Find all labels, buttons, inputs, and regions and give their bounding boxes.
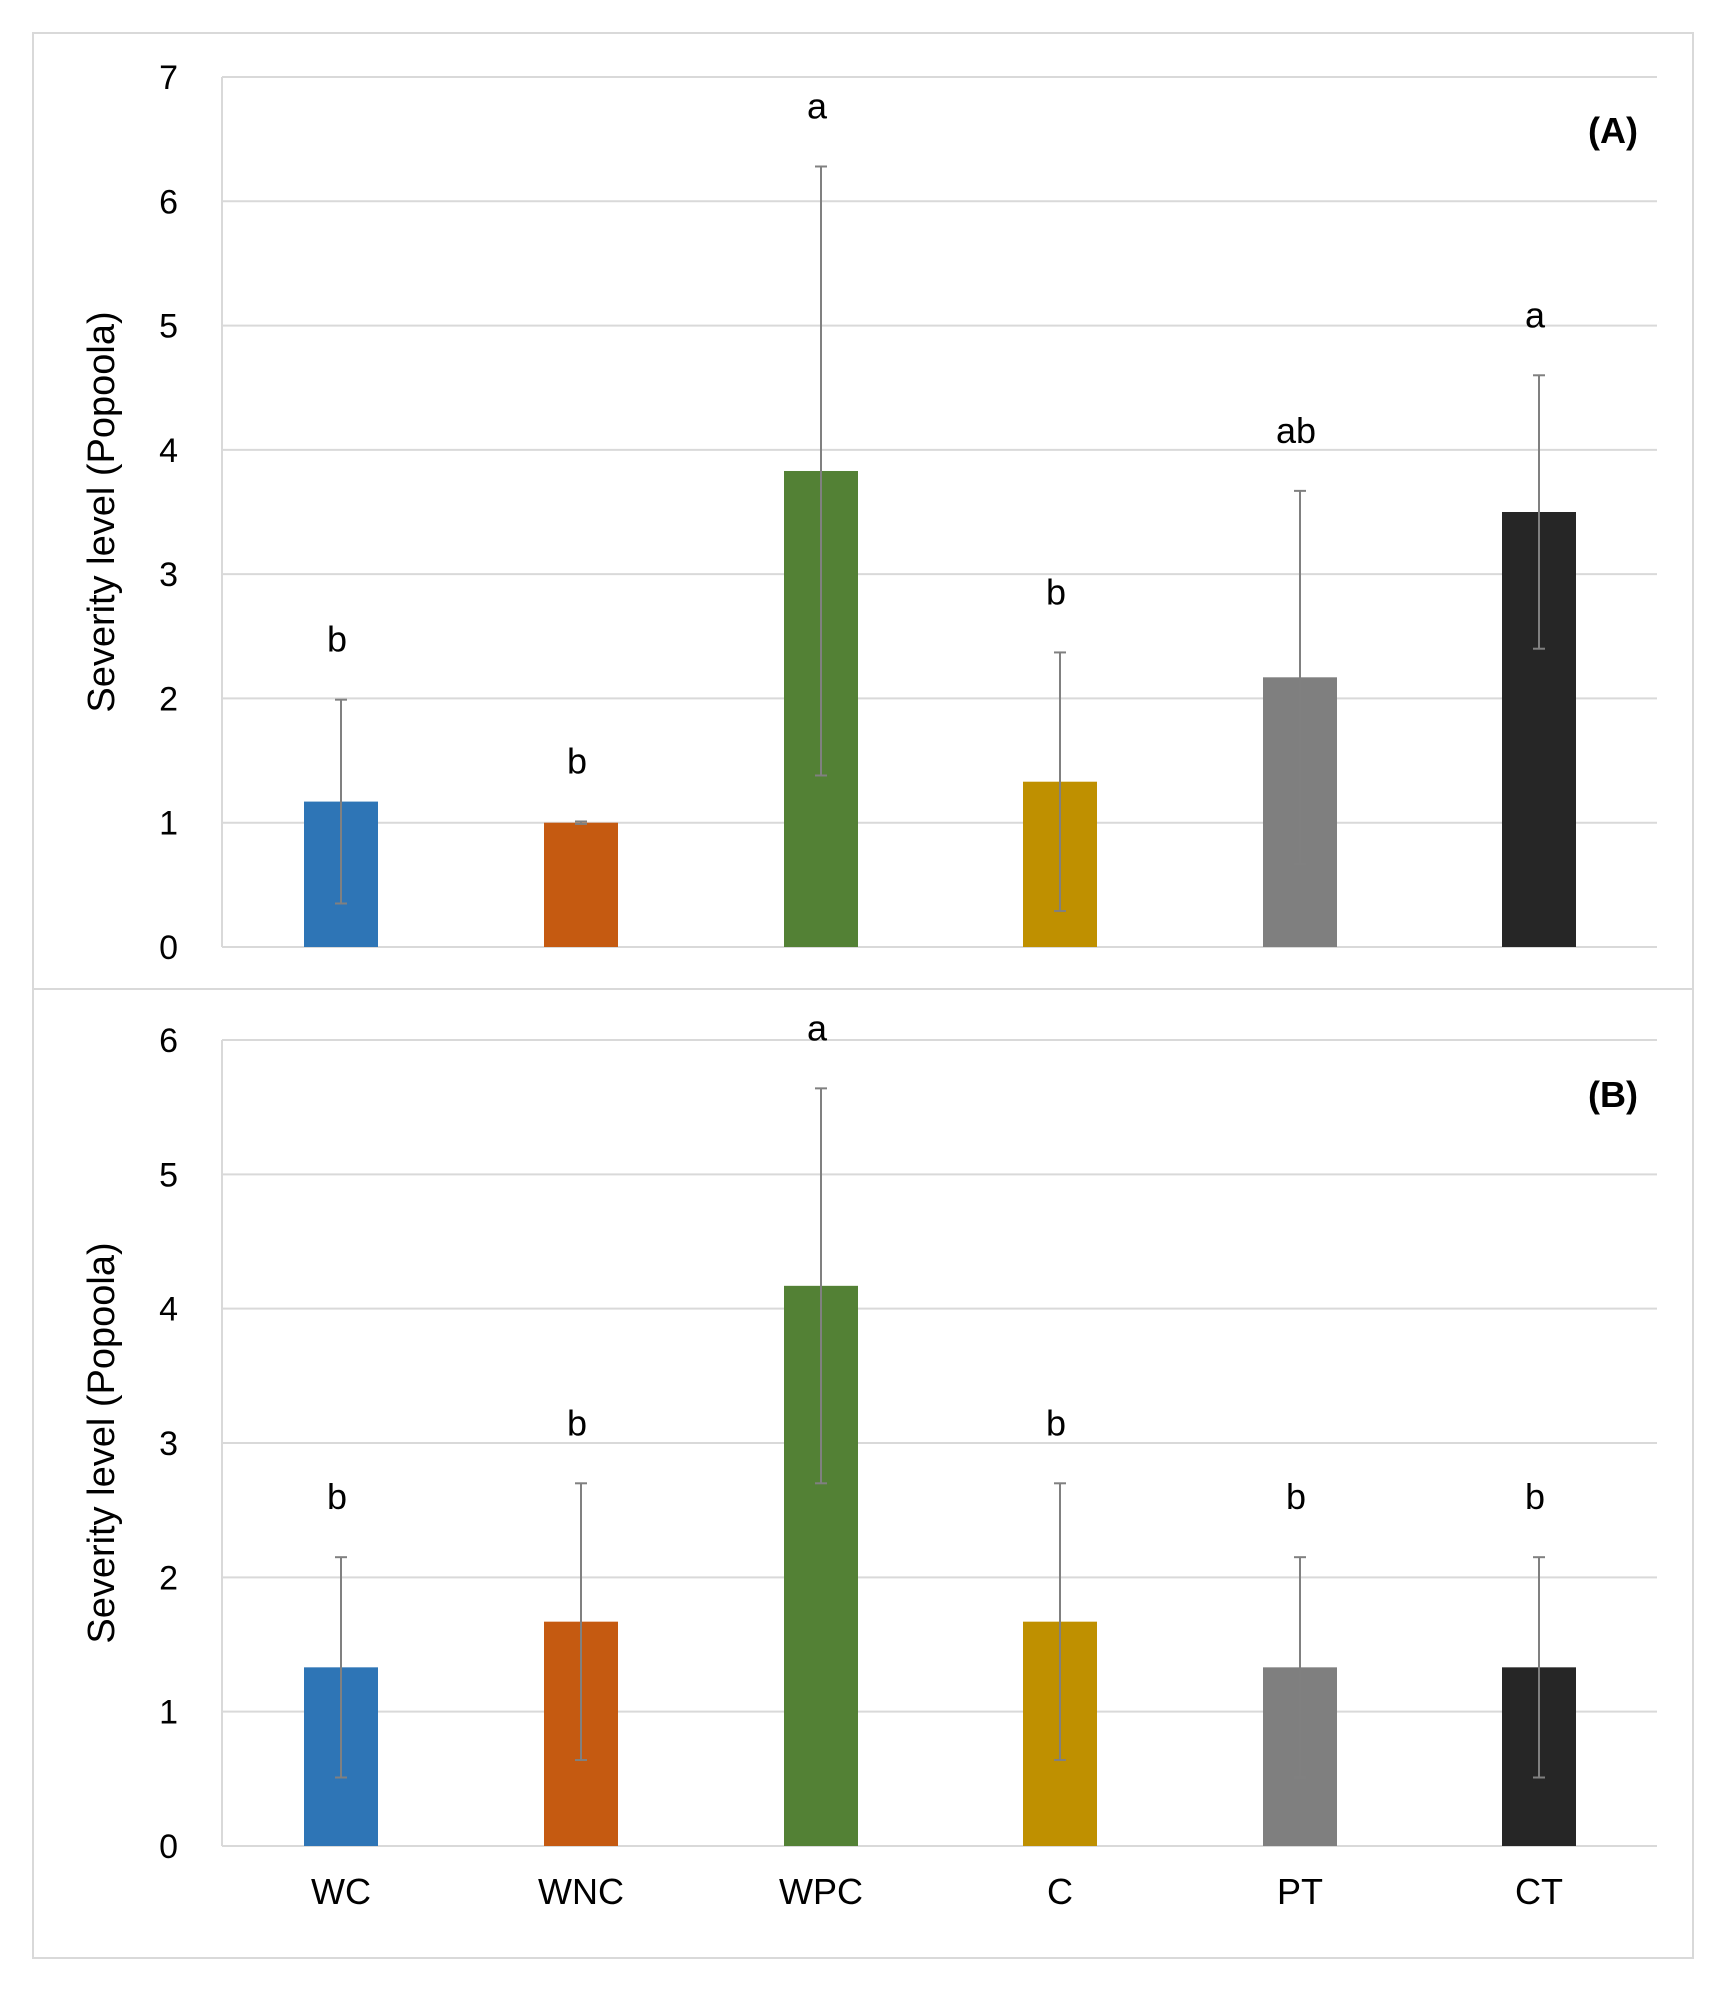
y-tick-label: 1 bbox=[159, 805, 178, 843]
significance-letter: b bbox=[1525, 1476, 1545, 1517]
panel-divider bbox=[32, 988, 1694, 990]
y-tick-label: 7 bbox=[159, 59, 178, 97]
significance-letter: a bbox=[807, 1007, 828, 1048]
significance-letter: b bbox=[1046, 1402, 1066, 1443]
y-tick-label: 5 bbox=[159, 308, 178, 346]
significance-letter: b bbox=[567, 1402, 587, 1443]
y-tick-label: 0 bbox=[159, 1828, 178, 1866]
x-tick-label: WNC bbox=[538, 1871, 624, 1912]
y-tick-label: 0 bbox=[159, 929, 178, 967]
y-tick-label: 3 bbox=[159, 1425, 178, 1463]
y-tick-label: 1 bbox=[159, 1694, 178, 1732]
x-tick-label: C bbox=[1047, 1871, 1073, 1912]
significance-letter: b bbox=[327, 1476, 347, 1517]
significance-letter: b bbox=[327, 619, 347, 660]
y-tick-label: 6 bbox=[159, 183, 178, 221]
y-tick-label: 4 bbox=[159, 1291, 178, 1329]
figure-frame bbox=[32, 32, 1694, 1959]
y-tick-label: 5 bbox=[159, 1156, 178, 1194]
y-tick-label: 6 bbox=[159, 1022, 178, 1060]
x-tick-label: CT bbox=[1515, 1871, 1563, 1912]
panel-label: (A) bbox=[1588, 110, 1638, 151]
y-axis-title: Severity level (Popoola) bbox=[81, 311, 123, 712]
y-tick-label: 2 bbox=[159, 680, 178, 718]
x-tick-label: WC bbox=[311, 1871, 371, 1912]
y-tick-label: 4 bbox=[159, 432, 178, 470]
significance-letter: ab bbox=[1276, 410, 1316, 451]
bar-wnc bbox=[544, 822, 618, 947]
significance-letter: b bbox=[567, 740, 587, 781]
significance-letter: b bbox=[1286, 1476, 1306, 1517]
significance-letter: a bbox=[807, 85, 828, 126]
panel-label: (B) bbox=[1588, 1074, 1638, 1115]
x-tick-label: PT bbox=[1277, 1871, 1323, 1912]
y-tick-label: 2 bbox=[159, 1559, 178, 1597]
y-axis-title: Severity level (Popoola) bbox=[81, 1242, 123, 1643]
significance-letter: a bbox=[1525, 294, 1546, 335]
significance-letter: b bbox=[1046, 571, 1066, 612]
y-tick-label: 3 bbox=[159, 556, 178, 594]
x-tick-label: WPC bbox=[779, 1871, 863, 1912]
